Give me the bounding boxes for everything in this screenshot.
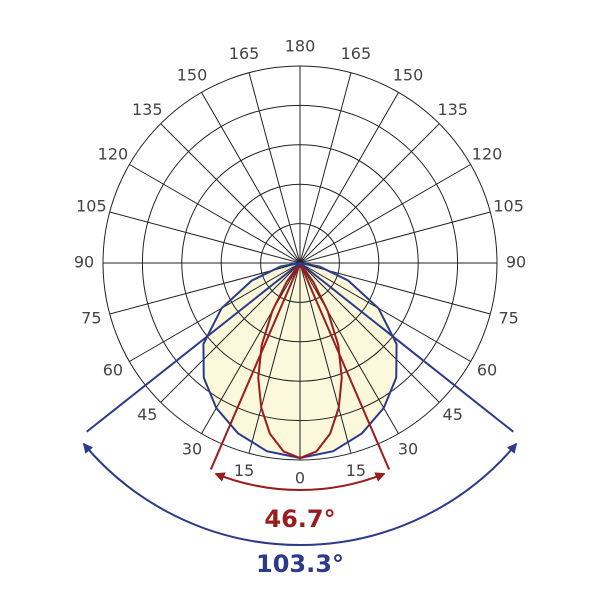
grid-line [299,72,352,264]
angle-tick-label: 90 [74,253,94,272]
grid-line [201,92,301,264]
beam-label: 46.7° [264,505,335,533]
angle-tick-label: 165 [341,44,372,63]
angle-tick-label: 30 [398,440,418,459]
grid-line [299,164,471,264]
angle-tick-label: 105 [76,197,107,216]
angle-tick-label: 135 [437,100,468,119]
grid-line [299,262,471,362]
beam-line [86,262,301,433]
grid-line [299,262,440,403]
beam-label: 103.3° [256,550,344,578]
grid-line [129,164,301,264]
grid-line [160,123,301,264]
grid-line [201,262,301,434]
angle-tick-label: 90 [506,253,526,272]
grid-line [299,123,440,264]
beam-arrow [214,472,386,491]
angle-tick-label: 180 [285,37,316,56]
grid-line [248,72,301,264]
angle-tick-label: 150 [393,65,424,84]
angle-tick-label: 165 [229,44,260,63]
angle-tick-label: 60 [103,361,123,380]
grid-line [299,92,399,264]
beam-line [299,262,391,470]
grid-line [160,262,301,403]
angle-tick-label: 135 [132,100,163,119]
angle-tick-label: 15 [346,461,366,480]
angle-tick-label: 0 [295,469,305,488]
grid-line [299,262,352,454]
angle-tick-label: 60 [477,361,497,380]
angle-tick-label: 30 [182,440,202,459]
angle-tick-label: 75 [81,308,101,327]
angle-tick-label: 105 [493,197,524,216]
grid-line [109,211,301,264]
grid-line [129,262,301,362]
beam-line [209,262,301,470]
grid-line [248,262,301,454]
angle-tick-label: 75 [498,308,518,327]
beam-arrow [82,442,518,546]
angle-tick-label: 15 [234,461,254,480]
angle-tick-label: 45 [443,405,463,424]
curve [299,262,398,460]
angle-tick-label: 150 [177,65,208,84]
angle-tick-label: 45 [137,405,157,424]
grid-line [299,262,399,434]
beam-line [299,262,514,433]
angle-tick-label: 120 [472,145,503,164]
grid-line [299,211,491,264]
curve [202,262,301,460]
angle-tick-label: 120 [98,145,129,164]
